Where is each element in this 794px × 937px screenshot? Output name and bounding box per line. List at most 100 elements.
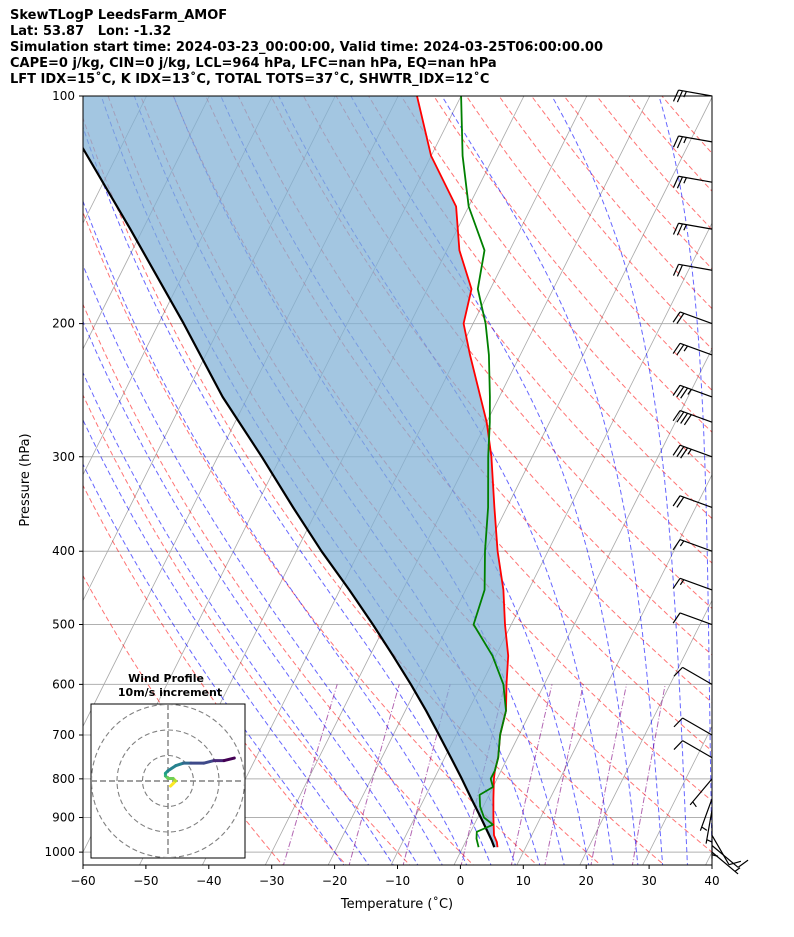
y-tick-label: 800: [52, 772, 75, 786]
isotherm: [453, 348, 712, 865]
wind-barb: [672, 311, 713, 325]
isotherm: [516, 473, 712, 865]
wind-barb: [672, 222, 713, 236]
x-tick-label: 40: [704, 874, 719, 888]
moist-adiabat: [551, 96, 688, 865]
y-tick-label: 1000: [44, 845, 75, 859]
isotherm: [642, 725, 712, 865]
y-axis-ticks: 100 200 300 400 500 600 700 800 900 1000: [44, 89, 83, 859]
x-axis-ticks: −60 −50 −40 −30 −20 −10 0 10 20 30 40: [70, 865, 720, 888]
dry-adiabat: [400, 96, 712, 476]
dry-adiabat: [83, 116, 602, 865]
moist-adiabat: [83, 199, 468, 865]
dry-adiabat: [83, 484, 347, 865]
dry-adiabat: [205, 96, 712, 752]
wind-barb: [672, 342, 713, 356]
wind-barb: [673, 717, 713, 736]
hodograph-title: Wind Profile: [128, 672, 204, 685]
hodograph-subtitle: 10m/s increment: [118, 686, 222, 699]
dry-adiabat: [335, 96, 712, 564]
y-tick-label: 900: [52, 811, 75, 825]
wind-barb: [672, 612, 713, 626]
y-tick-label: 300: [52, 450, 75, 464]
dry-adiabat: [661, 96, 712, 154]
wind-barb: [672, 444, 713, 459]
moist-adiabat: [133, 96, 541, 865]
moist-adiabat: [441, 96, 664, 865]
indices-line: LFT IDX=15˚C, K IDX=13˚C, TOTAL TOTS=37˚…: [10, 72, 490, 87]
mixing-ratio-line: [590, 684, 628, 865]
wind-barb: [672, 175, 713, 189]
wind-barb: [711, 834, 742, 866]
hodograph-segment: [202, 759, 216, 765]
x-axis-label: Temperature (˚C): [340, 896, 453, 912]
mixing-ratio-line: [510, 684, 553, 865]
parcel-profile-line: [83, 146, 496, 848]
profile-lines: [83, 96, 510, 848]
x-tick-label: 30: [641, 874, 656, 888]
dewpoint-line: [460, 96, 507, 848]
isotherm: [327, 96, 712, 865]
x-tick-label: −60: [70, 874, 95, 888]
cin-area: [83, 96, 509, 848]
x-tick-label: 20: [579, 874, 594, 888]
moist-adiabat: [83, 463, 345, 865]
y-tick-label: 600: [52, 677, 75, 691]
wind-barb: [672, 495, 713, 508]
y-tick-label: 700: [52, 728, 75, 742]
cape-line: CAPE=0 j/kg, CIN=0 j/kg, LCL=964 hPa, LF…: [10, 56, 497, 71]
dry-adiabat: [531, 96, 712, 310]
x-tick-label: 0: [457, 874, 465, 888]
x-tick-label: −30: [259, 874, 284, 888]
moist-adiabat: [83, 320, 419, 865]
wind-barb: [672, 89, 713, 103]
y-tick-label: 500: [52, 618, 75, 632]
moist-adiabat: [83, 371, 394, 865]
dry-adiabat: [140, 96, 712, 853]
wind-barb: [672, 263, 713, 277]
x-tick-label: −10: [385, 874, 410, 888]
dry-adiabat: [368, 96, 712, 520]
moist-adiabat: [83, 125, 492, 865]
y-tick-label: 200: [52, 317, 75, 331]
isotherm: [579, 599, 712, 865]
location-line: Lat: 53.87 Lon: -1.32: [10, 24, 172, 39]
isotherm: [705, 851, 712, 865]
mixing-ratio-line: [544, 684, 584, 865]
hodograph-segment: [166, 764, 178, 773]
wind-barb: [673, 666, 713, 685]
hodograph: Wind Profile 10m/s increment: [90, 672, 246, 859]
x-tick-label: 10: [516, 874, 531, 888]
wind-barb: [672, 539, 713, 552]
y-axis-label: Pressure (hPa): [18, 433, 33, 526]
moist-adiabat: [278, 96, 614, 865]
chart-title: SkewTLogP LeedsFarm_AMOF: [10, 8, 228, 23]
y-tick-label: 100: [52, 89, 75, 103]
isotherm: [83, 96, 85, 99]
x-tick-label: −40: [196, 874, 221, 888]
wind-barbs: [672, 89, 749, 875]
wind-barb: [673, 740, 713, 759]
dry-adiabat: [83, 303, 475, 865]
chart-header: SkewTLogP LeedsFarm_AMOF Lat: 53.87 Lon:…: [10, 8, 603, 88]
moist-adiabat: [83, 418, 370, 865]
wind-barb: [689, 778, 713, 808]
x-tick-label: −50: [133, 874, 158, 888]
hodograph-segment: [222, 756, 236, 763]
moist-adiabat: [220, 96, 590, 865]
mixing-ratio-line: [631, 684, 666, 865]
dry-adiabat: [596, 96, 712, 231]
hodograph-plot: [91, 704, 245, 858]
dry-adiabat: [83, 210, 538, 865]
moist-adiabat: [350, 96, 639, 865]
moist-adiabat: [83, 263, 443, 865]
x-tick-label: −20: [322, 874, 347, 888]
wind-barb: [672, 409, 713, 426]
cin-fill-layer: [83, 96, 509, 848]
mixing-ratio-line: [348, 684, 400, 865]
mixing-ratio-line: [282, 684, 338, 865]
temperature-line: [416, 96, 510, 848]
dry-adiabat: [498, 96, 712, 350]
y-tick-label: 400: [52, 544, 75, 558]
